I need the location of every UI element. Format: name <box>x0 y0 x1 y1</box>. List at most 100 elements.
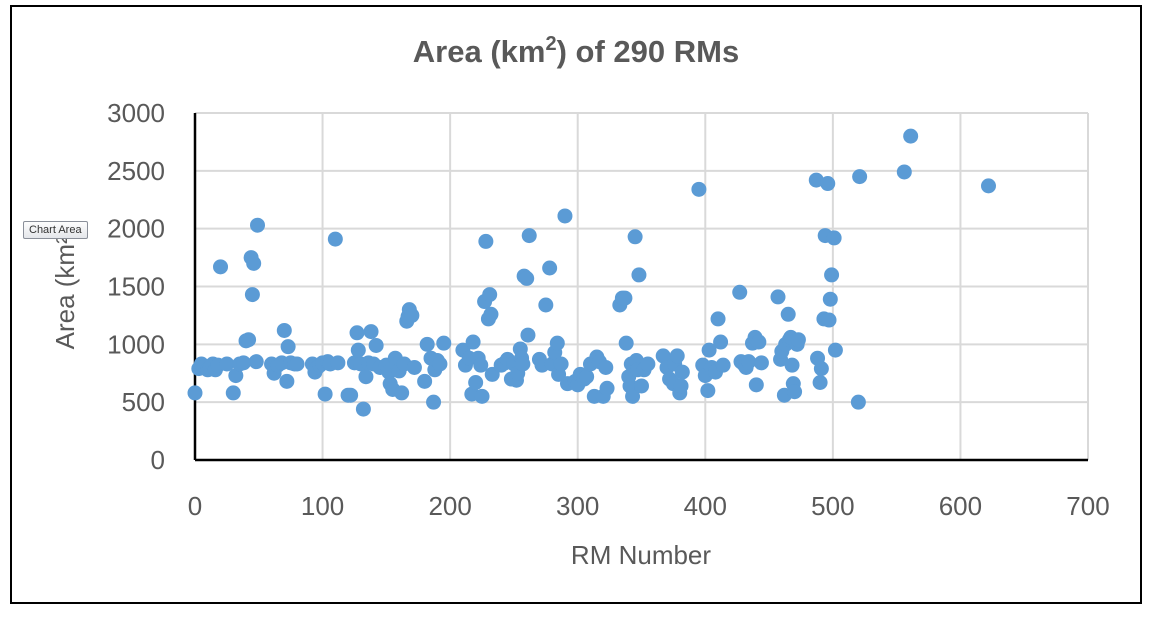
data-point <box>710 311 726 327</box>
data-point <box>246 255 262 271</box>
data-point <box>350 342 366 358</box>
data-point <box>770 289 786 305</box>
y-tick-label: 2000 <box>107 214 165 244</box>
data-point <box>579 369 595 385</box>
data-point <box>417 373 433 389</box>
data-point <box>557 208 573 224</box>
y-tick-label: 1500 <box>107 272 165 302</box>
data-point <box>225 385 241 401</box>
data-points <box>187 128 996 417</box>
data-point <box>850 394 866 410</box>
data-point <box>330 355 346 371</box>
data-point <box>896 164 912 180</box>
data-point <box>484 366 500 382</box>
data-point <box>715 357 731 373</box>
chart-title: Area (km2) of 290 RMs <box>413 33 739 69</box>
data-point <box>627 229 643 245</box>
data-point <box>748 377 764 393</box>
data-point <box>280 339 296 355</box>
data-point <box>394 385 410 401</box>
data-point <box>691 181 707 197</box>
data-point <box>903 128 919 144</box>
data-point <box>741 354 757 370</box>
y-axis-label: Area (km²) <box>50 227 80 350</box>
data-point <box>753 355 769 371</box>
x-tick-label: 100 <box>301 491 344 521</box>
gridlines <box>195 112 1089 460</box>
data-point <box>520 327 536 343</box>
chart-frame[interactable] <box>10 5 1142 604</box>
y-tick-label: 0 <box>151 445 165 475</box>
data-point <box>248 354 264 370</box>
data-point <box>549 335 565 351</box>
data-point <box>813 361 829 377</box>
data-point <box>669 348 685 364</box>
data-point <box>241 332 257 348</box>
data-point <box>368 337 384 353</box>
data-point <box>358 369 374 385</box>
data-point <box>824 267 840 283</box>
data-point <box>640 356 656 372</box>
x-tick-label: 300 <box>556 491 599 521</box>
x-tick-label: 400 <box>684 491 727 521</box>
x-tick-label: 200 <box>428 491 471 521</box>
data-point <box>219 356 235 372</box>
data-point <box>521 228 537 244</box>
data-point <box>538 297 554 313</box>
data-point <box>515 356 531 372</box>
data-point <box>820 176 836 192</box>
data-point <box>317 386 333 402</box>
data-point <box>468 375 484 391</box>
data-point <box>483 306 499 322</box>
data-point <box>553 356 569 372</box>
data-point <box>250 217 266 233</box>
data-point <box>349 325 365 341</box>
data-point <box>228 368 244 384</box>
data-point <box>674 364 690 380</box>
data-point <box>363 324 379 340</box>
data-point <box>827 342 843 358</box>
data-point <box>826 230 842 246</box>
data-point <box>327 231 343 247</box>
data-point <box>289 356 305 372</box>
data-point <box>404 307 420 323</box>
data-point <box>700 383 716 399</box>
y-tick-label: 2500 <box>107 156 165 186</box>
data-point <box>673 378 689 394</box>
data-point <box>821 312 837 328</box>
data-point <box>790 332 806 348</box>
y-tick-label: 3000 <box>107 98 165 128</box>
data-point <box>432 356 448 372</box>
data-point <box>419 336 435 352</box>
data-point <box>406 359 422 375</box>
data-point <box>787 384 803 400</box>
data-point <box>631 267 647 283</box>
data-point <box>426 394 442 410</box>
data-point <box>980 178 996 194</box>
data-point <box>542 260 558 276</box>
y-tick-label: 1000 <box>107 329 165 359</box>
data-point <box>618 335 634 351</box>
y-tick-label: 500 <box>122 387 165 417</box>
data-point <box>473 357 489 373</box>
data-point <box>617 290 633 306</box>
data-point <box>732 284 748 300</box>
x-tick-label: 500 <box>811 491 854 521</box>
data-point <box>276 322 292 338</box>
x-axis-label: RM Number <box>571 540 711 570</box>
axes: 0 100 200 300 400 500 600 700 0 500 1000 1500 2000 25… <box>107 98 1110 521</box>
data-point <box>213 259 229 275</box>
data-point <box>598 359 614 375</box>
data-point <box>279 373 295 389</box>
x-tick-label: 0 <box>188 491 202 521</box>
data-point <box>784 357 800 373</box>
data-point <box>751 334 767 350</box>
data-point <box>655 348 671 364</box>
data-point <box>808 172 824 188</box>
data-point <box>187 385 203 401</box>
data-point <box>852 169 868 185</box>
data-point <box>713 334 729 350</box>
data-point <box>235 355 251 371</box>
data-point <box>478 233 494 249</box>
